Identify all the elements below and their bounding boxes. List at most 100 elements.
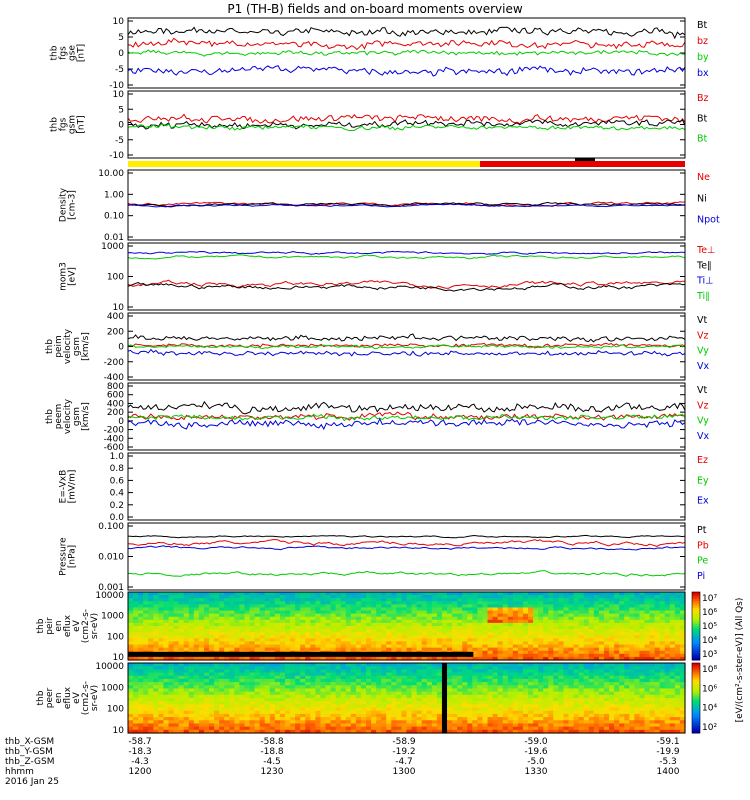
spectrogram-cell (198, 613, 205, 618)
spectrogram-cell (573, 694, 580, 699)
spectrogram-cell (249, 694, 256, 699)
spectrogram-cell (193, 707, 200, 712)
spectrogram-cell (391, 632, 397, 636)
spectrogram-cell (269, 704, 276, 709)
spectrogram-cell (153, 601, 159, 605)
spectrogram-cell (249, 635, 256, 639)
spectrogram-cell (209, 666, 215, 670)
spectrogram-cell (259, 638, 266, 643)
spectrogram-cell (128, 592, 134, 596)
spectrogram-cell (330, 619, 337, 624)
spectrogram-cell (269, 688, 276, 693)
spectrogram-cell (209, 656, 215, 661)
spectrogram-cell (583, 622, 590, 627)
spectrogram-cell (436, 610, 443, 615)
spectrogram-cell (214, 694, 220, 699)
spectrogram-cell (203, 601, 210, 605)
spectrogram-cell (649, 619, 656, 624)
spectrogram-cell (214, 592, 220, 596)
spectrogram-cell (598, 656, 605, 661)
spectrogram-cell (487, 644, 494, 649)
spectrogram-cell (178, 641, 185, 646)
spectrogram-cell (629, 641, 635, 646)
spectrogram-cell (492, 663, 499, 667)
colorbar-cell (692, 614, 700, 618)
spectrogram-cell (386, 619, 392, 624)
spectrogram-cell (173, 635, 180, 639)
ytick-label: 0.6 (110, 476, 125, 486)
spectrogram-cell (376, 682, 382, 686)
spectrogram-cell (533, 653, 539, 658)
spectrogram-cell (634, 723, 641, 728)
spectrogram-cell (133, 717, 139, 721)
spectrogram-cell (340, 685, 347, 690)
spectrogram-cell (259, 707, 266, 712)
spectrogram-cell (528, 720, 534, 725)
spectrogram-cell (588, 672, 595, 677)
spectrogram-cell (264, 717, 271, 721)
spectrogram-cell (659, 717, 666, 721)
spectrogram-cell (264, 707, 271, 712)
spectrogram-cell (548, 622, 554, 627)
spectrogram-cell (203, 710, 210, 715)
spectrogram-cell (269, 723, 276, 728)
spectrogram-cell (634, 616, 641, 621)
spectrogram-cell (345, 613, 352, 618)
spectrogram-cell (664, 669, 671, 674)
spectrogram-cell (350, 682, 357, 686)
spectrogram-cell (229, 698, 235, 702)
spectrogram-cell (365, 595, 372, 599)
spectrogram-cell (431, 694, 438, 699)
spectrogram-cell (629, 653, 635, 658)
spectrogram-cell (325, 644, 332, 649)
spectrogram-cell (290, 601, 296, 605)
spectrogram-cell (355, 604, 362, 609)
spectrogram-cell (487, 720, 494, 725)
spectrogram-cell (634, 710, 641, 715)
spectrogram-cell (609, 601, 615, 605)
spectrogram-cell (583, 592, 590, 596)
spectrogram-cell (365, 638, 372, 643)
spectrogram-cell (578, 685, 585, 690)
spectrogram-cell (264, 607, 271, 612)
spectrogram-cell (365, 685, 372, 690)
spectrogram-cell (330, 635, 337, 639)
spectrogram-cell (472, 632, 478, 636)
spectrogram-cell (365, 644, 372, 649)
spectrogram-cell (178, 656, 185, 661)
spectrogram-cell (609, 647, 615, 652)
spectrogram-cell (295, 638, 301, 643)
ylabel-line: sr-eV) (90, 685, 100, 711)
spectrogram-cell (553, 610, 560, 615)
spectrogram-cell (279, 682, 286, 686)
spectrogram-cell (558, 616, 565, 621)
spectrogram-cell (512, 607, 519, 612)
spectrogram-cell (507, 629, 514, 633)
spectrogram-cell (340, 691, 347, 696)
spectrogram-cell (629, 688, 635, 693)
spectrogram-cell (416, 663, 423, 667)
spectrogram-cell (578, 694, 585, 699)
spectrogram-cell (193, 641, 200, 646)
spectrogram-cell (457, 691, 463, 696)
spectrogram-cell (315, 641, 322, 646)
spectrogram-cell (457, 672, 463, 677)
spectrogram-cell (133, 604, 139, 609)
spectrogram-cell (239, 644, 246, 649)
spectrogram-cell (305, 622, 311, 627)
spectrogram-cell (305, 629, 311, 633)
spectrogram-cell (365, 723, 372, 728)
ylabel-line: peim (54, 335, 64, 358)
spectrogram-cell (543, 626, 549, 630)
spectrogram-cell (254, 601, 261, 605)
spectrogram-cell (603, 619, 610, 624)
colorbar-cell (692, 646, 700, 650)
spectrogram-cell (178, 717, 185, 721)
spectrogram-cell (462, 701, 468, 705)
spectrogram-cell (128, 666, 134, 670)
spectrogram-cell (517, 619, 524, 624)
spectrogram-cell (214, 610, 220, 615)
spectrogram-cell (411, 675, 418, 680)
spectrogram-cell (158, 619, 165, 624)
spectrogram-cell (133, 592, 139, 596)
